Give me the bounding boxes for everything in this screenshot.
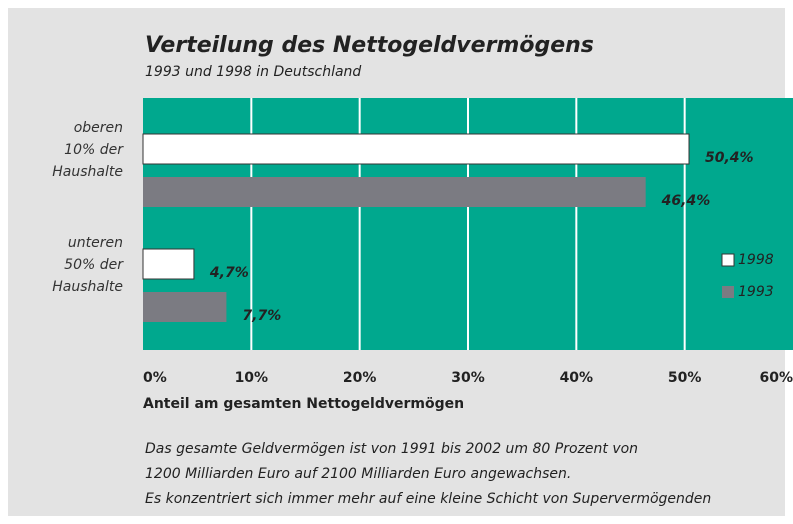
bar [143, 292, 227, 322]
x-tick-label: 30% [451, 370, 485, 386]
value-label: 46,4% [661, 193, 711, 209]
value-label: 4,7% [209, 265, 249, 281]
x-tick-label: 20% [343, 370, 377, 386]
x-tick-label: 10% [235, 370, 269, 386]
legend-swatch [722, 286, 734, 298]
chart-subtitle: 1993 und 1998 in Deutschland [145, 64, 361, 80]
note: Es konzentriert sich immer mehr auf eine… [145, 491, 711, 507]
legend-swatch [721, 253, 735, 267]
x-tick-label: 40% [560, 370, 594, 386]
bar [142, 133, 690, 165]
value-label: 50,4% [705, 150, 754, 166]
legend-label: 1998 [738, 252, 774, 268]
x-axis-label: Anteil am gesamten Nettogeldvermögen [143, 396, 464, 412]
x-tick-label: 0% [143, 370, 167, 386]
category-label: oberen 10% der Haushalte [52, 120, 123, 180]
value-label: 7,7% [242, 308, 281, 324]
note: Das gesamte Geldvermögen ist von 1991 bi… [145, 441, 638, 457]
x-tick-label: 60% [759, 370, 793, 386]
bar [142, 248, 195, 280]
category-label: unteren 50% der Haushalte [52, 235, 123, 295]
legend-label: 1993 [738, 284, 774, 300]
chart-title: Verteilung des Nettogeldvermögens [145, 33, 594, 58]
x-tick-label: 50% [668, 370, 702, 386]
bar [143, 177, 646, 207]
note: 1200 Milliarden Euro auf 2100 Milliarden… [145, 466, 571, 482]
